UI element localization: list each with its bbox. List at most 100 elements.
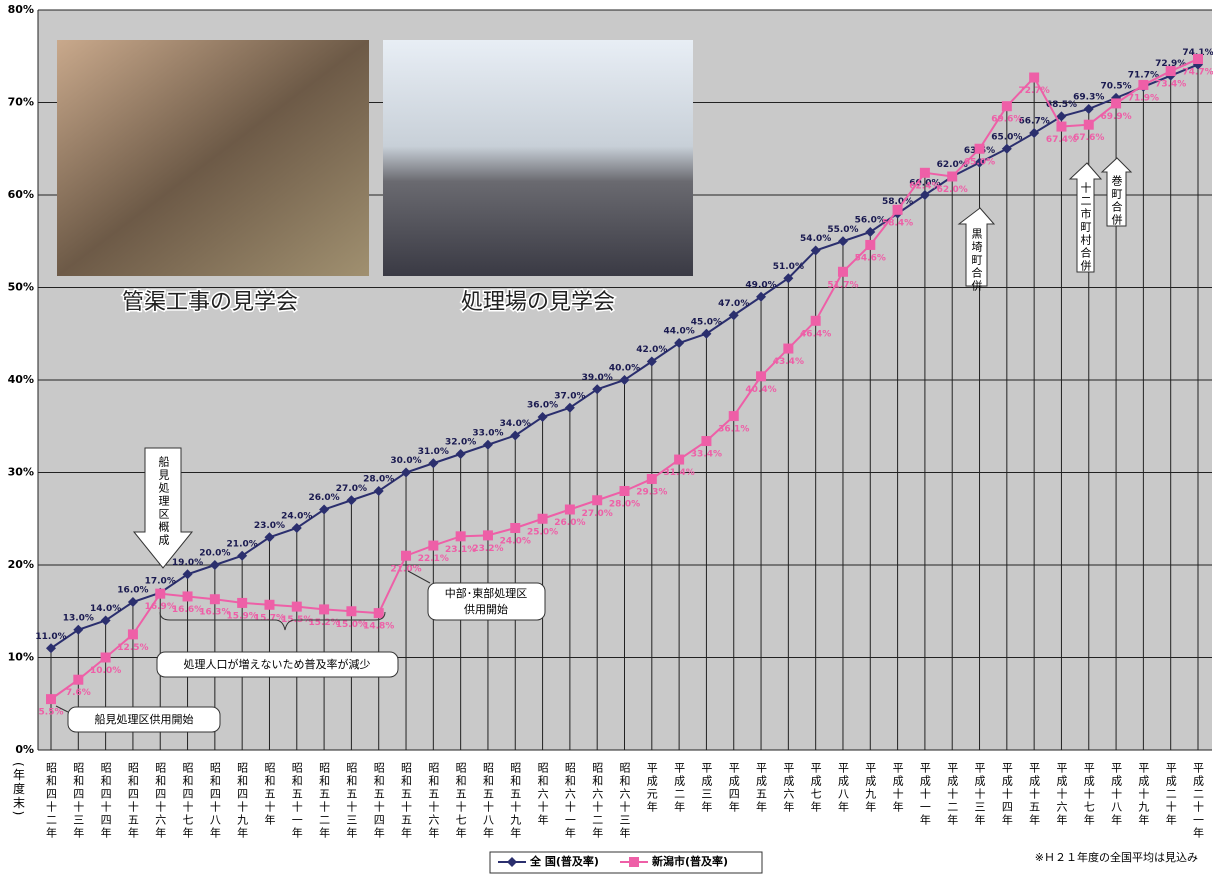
marker xyxy=(728,411,739,422)
annotation-box xyxy=(156,651,399,678)
x-tick-label: 平成十四年 xyxy=(1000,762,1013,827)
y-tick-label: 50% xyxy=(8,281,34,294)
marker xyxy=(1083,103,1094,114)
data-label: 20.0% xyxy=(199,549,230,559)
legend-marker xyxy=(507,857,517,867)
marker xyxy=(1111,98,1122,109)
marker xyxy=(1083,119,1094,130)
x-tick-label: 平成十二年 xyxy=(946,762,959,827)
photo-caption: 管渠工事の見学会 xyxy=(122,290,298,315)
data-label: 72.9% xyxy=(1155,59,1186,69)
data-label: 25.0% xyxy=(527,527,558,537)
x-tick-label: 平成四年 xyxy=(727,762,740,814)
data-label: 29.3% xyxy=(636,487,667,497)
data-label: 70.5% xyxy=(1100,81,1131,91)
data-label: 23.2% xyxy=(472,544,503,554)
marker xyxy=(701,436,712,447)
data-label: 32.0% xyxy=(445,438,476,448)
data-label: 46.4% xyxy=(800,329,831,339)
marker xyxy=(510,523,521,533)
marker xyxy=(756,371,767,382)
marker xyxy=(291,601,302,612)
x-tick-label: 昭和五十九年 xyxy=(509,762,522,840)
data-label: 33.4% xyxy=(691,450,722,460)
marker xyxy=(346,495,357,506)
marker xyxy=(892,204,903,215)
marker xyxy=(1138,79,1149,90)
data-label: 21.0% xyxy=(227,539,258,549)
x-tick-label: 昭和五十四年 xyxy=(372,762,385,840)
marker xyxy=(100,615,111,626)
marker xyxy=(182,569,193,580)
x-tick-label: 昭和六十三年 xyxy=(618,762,631,840)
marker xyxy=(783,273,794,284)
marker xyxy=(1193,54,1203,65)
x-tick-label: 平成二十年 xyxy=(1164,762,1177,827)
marker xyxy=(1165,66,1176,77)
data-label: 16.6% xyxy=(172,605,203,615)
marker xyxy=(1029,128,1040,139)
data-label: 36.0% xyxy=(527,401,558,411)
x-tick-label: 昭和五十二年 xyxy=(318,762,331,840)
x-tick-label: 昭和五十年 xyxy=(263,762,276,827)
data-label: 27.0% xyxy=(582,509,613,519)
marker xyxy=(1001,101,1012,112)
annotation: 巻町合併 xyxy=(1110,175,1123,227)
data-label: 56.0% xyxy=(855,216,886,226)
marker xyxy=(264,532,275,543)
marker xyxy=(373,486,384,496)
data-label: 14.0% xyxy=(90,604,121,614)
marker xyxy=(428,458,439,469)
x-tick-label: 平成五年 xyxy=(755,762,768,814)
marker xyxy=(619,375,630,385)
data-label: 39.0% xyxy=(582,373,613,383)
data-label: 34.0% xyxy=(500,419,531,429)
data-label: 74.1% xyxy=(1182,48,1213,58)
data-label: 74.7% xyxy=(1182,68,1213,78)
data-label: 55.0% xyxy=(827,225,858,235)
marker xyxy=(728,310,739,321)
x-tick-label: 平成二年 xyxy=(673,762,686,814)
x-tick-label: 平成九年 xyxy=(864,762,877,814)
marker xyxy=(482,439,493,450)
marker xyxy=(592,495,603,506)
data-label: 54.0% xyxy=(800,234,831,244)
marker xyxy=(73,624,84,635)
marker xyxy=(127,629,138,640)
data-label: 40.4% xyxy=(745,385,776,395)
axis-label: (年度末) xyxy=(12,762,26,817)
y-tick-label: 10% xyxy=(8,651,34,664)
marker xyxy=(810,315,821,326)
data-label: 11.0% xyxy=(35,632,66,642)
marker xyxy=(401,467,412,478)
marker xyxy=(46,694,56,705)
brace xyxy=(159,611,386,631)
data-label: 69.3% xyxy=(1073,92,1104,102)
data-label: 12.5% xyxy=(117,643,148,653)
callout-line xyxy=(55,705,69,713)
annotation-box xyxy=(427,582,546,621)
data-label: 33.0% xyxy=(472,428,503,438)
x-tick-label: 平成七年 xyxy=(809,762,822,814)
x-tick-label: 平成十七年 xyxy=(1082,762,1095,827)
photo xyxy=(383,40,693,276)
data-label: 68.5% xyxy=(1046,100,1077,110)
marker xyxy=(537,513,548,524)
x-tick-label: 平成十三年 xyxy=(973,762,986,827)
marker xyxy=(592,384,603,395)
data-label: 31.0% xyxy=(418,447,449,457)
y-tick-label: 30% xyxy=(8,466,34,479)
annotation-box xyxy=(67,706,221,733)
marker xyxy=(237,550,248,561)
marker xyxy=(919,190,930,200)
x-tick-label: 平成十八年 xyxy=(1110,762,1123,827)
marker xyxy=(73,674,84,685)
data-label: 24.0% xyxy=(500,537,531,547)
x-tick-label: 平成元年 xyxy=(645,762,658,814)
data-label: 21.0% xyxy=(390,564,421,574)
data-label: 37.0% xyxy=(554,391,585,401)
data-label: 16.0% xyxy=(117,586,148,596)
marker xyxy=(837,236,848,247)
x-tick-label: 昭和四十八年 xyxy=(208,762,221,840)
